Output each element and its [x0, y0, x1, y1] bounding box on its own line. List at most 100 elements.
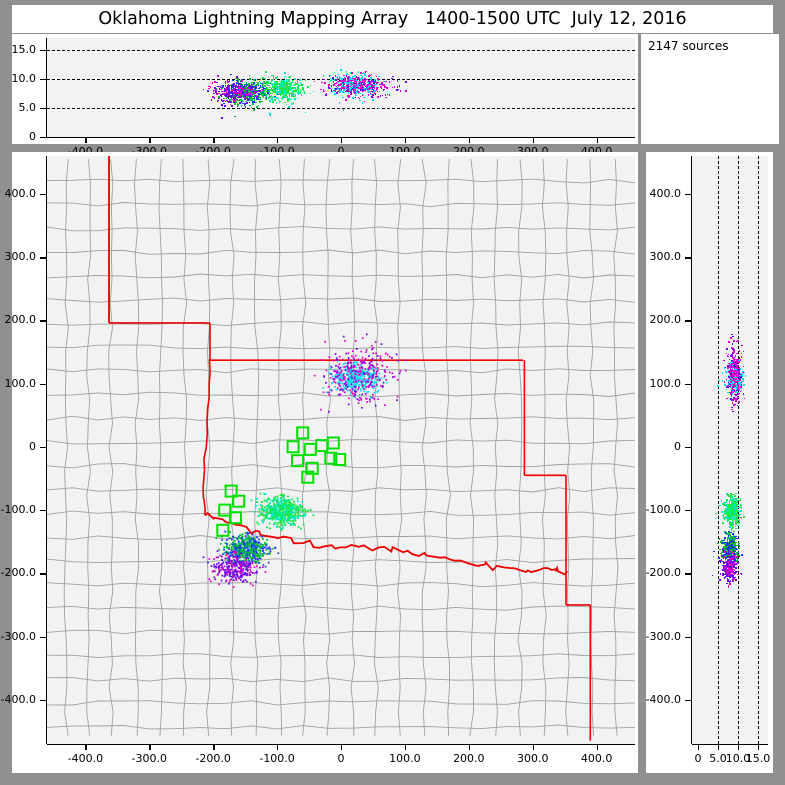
lightning-source: [369, 398, 371, 401]
lightning-source: [299, 503, 301, 506]
lightning-source: [299, 92, 301, 94]
lightning-source: [297, 506, 300, 508]
y-tick: [40, 107, 47, 110]
lightning-source: [286, 510, 288, 513]
lightning-source: [355, 379, 357, 382]
lightning-source: [227, 86, 230, 88]
lightning-source: [266, 547, 269, 550]
lightning-source: [230, 87, 233, 89]
lightning-source: [256, 521, 258, 524]
lightning-source: [284, 75, 286, 78]
lightning-source: [352, 373, 355, 376]
lightning-source: [282, 83, 285, 85]
lightning-source: [231, 566, 234, 568]
lightning-source: [369, 396, 372, 399]
lightning-source: [239, 546, 242, 548]
lightning-source: [276, 502, 279, 504]
lightning-source: [336, 377, 339, 380]
lightning-source: [213, 576, 216, 579]
lightning-source: [327, 391, 330, 394]
lightning-source: [264, 571, 267, 573]
lightning-source: [238, 92, 240, 94]
lightning-source: [240, 92, 242, 94]
lightning-source: [277, 99, 280, 102]
lightning-source: [295, 507, 298, 510]
lightning-source: [364, 357, 367, 360]
lightning-source: [354, 78, 356, 80]
lightning-source: [264, 85, 267, 87]
lightning-source: [278, 509, 280, 512]
lightning-source: [274, 95, 276, 98]
lightning-source: [282, 96, 284, 98]
lightning-source: [230, 91, 233, 94]
lightning-source: [251, 533, 254, 536]
lightning-source: [335, 79, 337, 81]
lightning-source: [364, 388, 367, 390]
lightning-source: [226, 544, 228, 547]
lightning-source: [380, 343, 383, 345]
lightning-source: [364, 80, 366, 82]
lightning-source: [372, 352, 374, 355]
lightning-source: [377, 389, 380, 392]
lightning-source: [296, 82, 299, 85]
lightning-source: [351, 370, 353, 372]
lightning-source: [341, 377, 343, 379]
lightning-source: [241, 535, 243, 538]
lightning-source: [256, 498, 258, 500]
lightning-source: [333, 380, 335, 383]
lightning-source: [300, 89, 302, 92]
lightning-source: [258, 541, 260, 544]
lightning-source: [347, 95, 349, 97]
lightning-source: [256, 553, 258, 555]
lightning-source: [286, 520, 288, 523]
lightning-source: [293, 511, 295, 514]
lightning-source: [249, 556, 252, 559]
lightning-source: [325, 94, 327, 96]
lightning-source: [339, 377, 341, 379]
lightning-source: [304, 111, 307, 114]
lightning-source: [340, 388, 342, 391]
lightning-source: [250, 88, 252, 91]
lightning-source: [241, 546, 244, 549]
lightning-source: [276, 88, 278, 90]
lightning-source: [354, 340, 357, 342]
lightning-source: [208, 578, 210, 581]
lightning-source: [250, 98, 252, 100]
lightning-source: [240, 552, 243, 555]
lightning-source: [231, 98, 234, 101]
lightning-source: [288, 503, 291, 505]
lightning-source: [263, 510, 265, 512]
lightning-source: [393, 86, 396, 88]
lightning-source: [288, 507, 290, 509]
lightning-source: [375, 383, 378, 386]
lightning-source: [254, 558, 257, 560]
lightning-source: [367, 88, 369, 90]
lightning-source: [253, 79, 255, 81]
county-border-vertical: [254, 159, 260, 736]
lightning-source: [333, 88, 336, 90]
lightning-source: [275, 499, 277, 502]
lightning-source: [369, 383, 372, 385]
lightning-source: [284, 92, 286, 95]
lightning-source: [350, 93, 353, 95]
lightning-source: [210, 565, 213, 567]
lightning-source: [359, 367, 361, 369]
lightning-source: [372, 387, 375, 390]
lightning-source: [229, 103, 232, 106]
lightning-source: [224, 90, 226, 92]
lightning-source: [365, 88, 368, 91]
county-border-horizontal: [47, 629, 635, 635]
lightning-source: [259, 557, 262, 560]
county-border-horizontal: [47, 249, 635, 255]
lightning-source: [224, 82, 227, 85]
lightning-source: [242, 96, 245, 98]
lightning-source: [300, 511, 303, 513]
lightning-source: [272, 87, 275, 90]
lightning-source: [291, 498, 294, 501]
lightning-source: [259, 492, 262, 495]
lightning-source: [380, 385, 382, 387]
lightning-source: [288, 83, 290, 85]
lightning-source: [346, 370, 349, 372]
lightning-source: [338, 80, 340, 83]
lightning-source: [239, 571, 241, 574]
